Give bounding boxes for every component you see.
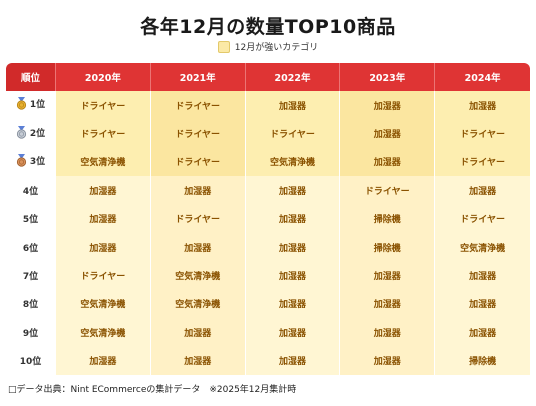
- product-cell: 加湿器: [435, 318, 530, 347]
- product-cell: 加湿器: [340, 318, 436, 347]
- product-cell: 加湿器: [150, 346, 246, 375]
- rank-label: 10位: [19, 357, 42, 368]
- product-cell: 加湿器: [150, 232, 246, 262]
- product-cell: 加湿器: [245, 346, 341, 375]
- product-cell: 掃除機: [435, 346, 530, 375]
- product-cell: 加湿器: [340, 289, 436, 319]
- product-cell: 加湿器: [435, 176, 530, 205]
- product-cell: 加湿器: [245, 318, 341, 347]
- product-cell: ドライヤー: [340, 176, 436, 205]
- product-cell: ドライヤー: [56, 261, 151, 290]
- product-cell: 加湿器: [150, 176, 246, 205]
- rank-cell: 10位: [6, 346, 56, 375]
- rank-cell: 4位: [6, 176, 56, 205]
- rank-label: 4位: [22, 186, 39, 197]
- legend-swatch: [217, 40, 230, 53]
- product-cell: 加湿器: [245, 204, 341, 233]
- table-body: 1位 ドライヤー ドライヤー 加湿器 加湿器 加湿器 2位 ドライヤー ドライヤー ドライヤー 加湿…: [6, 91, 530, 375]
- table-row: 9位 空気清浄機 加湿器 加湿器 加湿器 加湿器: [6, 318, 530, 347]
- year-header: 2021年: [150, 63, 246, 91]
- product-cell: 空気清浄機: [56, 147, 151, 177]
- product-cell: 加湿器: [245, 289, 341, 319]
- product-cell: 加湿器: [340, 346, 436, 375]
- table-row: 6位 加湿器 加湿器 加湿器 掃除機 空気清浄機: [6, 232, 530, 262]
- table-row: 1位 ドライヤー ドライヤー 加湿器 加湿器 加湿器: [6, 91, 530, 120]
- rank-header: 順位: [6, 63, 56, 91]
- rank-cell: 3位: [6, 147, 56, 177]
- medal-icon: [16, 97, 27, 110]
- product-cell: 加湿器: [56, 232, 151, 262]
- product-cell: ドライヤー: [150, 204, 246, 233]
- year-header: 2020年: [56, 63, 151, 91]
- rank-cell: 9位: [6, 318, 56, 347]
- table-row: 5位 加湿器 ドライヤー 加湿器 掃除機 ドライヤー: [6, 204, 530, 233]
- table-row: 2位 ドライヤー ドライヤー ドライヤー 加湿器 ドライヤー: [6, 119, 530, 148]
- product-cell: 空気清浄機: [150, 261, 246, 290]
- rank-cell: 2位: [6, 119, 56, 148]
- rank-cell: 7位: [6, 261, 56, 290]
- product-cell: 加湿器: [245, 176, 341, 205]
- rank-label: 6位: [22, 243, 39, 254]
- rank-cell: 8位: [6, 289, 56, 319]
- rank-cell: 1位: [6, 91, 56, 120]
- product-cell: 加湿器: [245, 261, 341, 290]
- table-row: 7位 ドライヤー 空気清浄機 加湿器 加湿器 加湿器: [6, 261, 530, 290]
- product-cell: 加湿器: [56, 176, 151, 205]
- product-cell: 加湿器: [435, 91, 530, 120]
- product-cell: 加湿器: [56, 204, 151, 233]
- product-cell: 掃除機: [340, 204, 436, 233]
- legend-label: 12月が強いカテゴリ: [234, 43, 319, 53]
- rank-label: 2位: [29, 128, 46, 139]
- product-cell: ドライヤー: [56, 91, 151, 120]
- rank-label: 7位: [22, 272, 39, 283]
- rank-label: 8位: [22, 300, 39, 311]
- product-cell: 加湿器: [245, 232, 341, 262]
- product-cell: ドライヤー: [56, 119, 151, 148]
- product-cell: 加湿器: [340, 147, 436, 177]
- product-cell: 加湿器: [56, 346, 151, 375]
- product-cell: ドライヤー: [150, 119, 246, 148]
- product-cell: 加湿器: [150, 318, 246, 347]
- product-cell: ドライヤー: [435, 119, 530, 148]
- year-header: 2022年: [245, 63, 341, 91]
- source-note: □データ出典：Nint ECommerceの集計データ ※2025年12月集計時: [8, 385, 297, 395]
- chart-title: 各年12月の数量TOP10商品: [140, 16, 396, 38]
- product-cell: 空気清浄機: [56, 318, 151, 347]
- product-cell: 空気清浄機: [435, 232, 530, 262]
- rank-label: 3位: [29, 156, 46, 167]
- product-cell: ドライヤー: [435, 204, 530, 233]
- table-row: 4位 加湿器 加湿器 加湿器 ドライヤー 加湿器: [6, 176, 530, 205]
- product-cell: 掃除機: [340, 232, 436, 262]
- product-cell: 加湿器: [245, 91, 341, 120]
- product-cell: ドライヤー: [150, 91, 246, 120]
- product-cell: 加湿器: [340, 91, 436, 120]
- product-cell: ドライヤー: [435, 147, 530, 177]
- medal-icon: [16, 153, 27, 167]
- rank-cell: 6位: [6, 232, 56, 262]
- product-cell: 加湿器: [435, 289, 530, 319]
- product-cell: 空気清浄機: [150, 289, 246, 319]
- header-row: 順位 2020年 2021年 2022年 2023年 2024年: [6, 63, 530, 91]
- product-cell: 加湿器: [340, 119, 436, 148]
- rank-label: 1位: [29, 100, 46, 111]
- table-row: 8位 空気清浄機 空気清浄機 加湿器 加湿器 加湿器: [6, 289, 530, 319]
- ranking-table: 順位 2020年 2021年 2022年 2023年 2024年 1位 ドライヤー…: [6, 63, 530, 375]
- year-header: 2023年: [340, 63, 436, 91]
- rank-label: 5位: [22, 215, 39, 226]
- product-cell: ドライヤー: [245, 119, 341, 148]
- year-header: 2024年: [435, 63, 530, 91]
- product-cell: 加湿器: [340, 261, 436, 290]
- rank-cell: 5位: [6, 204, 56, 233]
- product-cell: 空気清浄機: [56, 289, 151, 319]
- table-row: 3位 空気清浄機 ドライヤー 空気清浄機 加湿器 ドライヤー: [6, 147, 530, 177]
- rank-label: 9位: [22, 328, 39, 339]
- legend: 12月が強いカテゴリ: [0, 40, 536, 53]
- product-cell: ドライヤー: [150, 147, 246, 177]
- product-cell: 加湿器: [435, 261, 530, 290]
- medal-icon: [16, 125, 27, 139]
- table-row: 10位 加湿器 加湿器 加湿器 加湿器 掃除機: [6, 346, 530, 375]
- product-cell: 空気清浄機: [245, 147, 341, 177]
